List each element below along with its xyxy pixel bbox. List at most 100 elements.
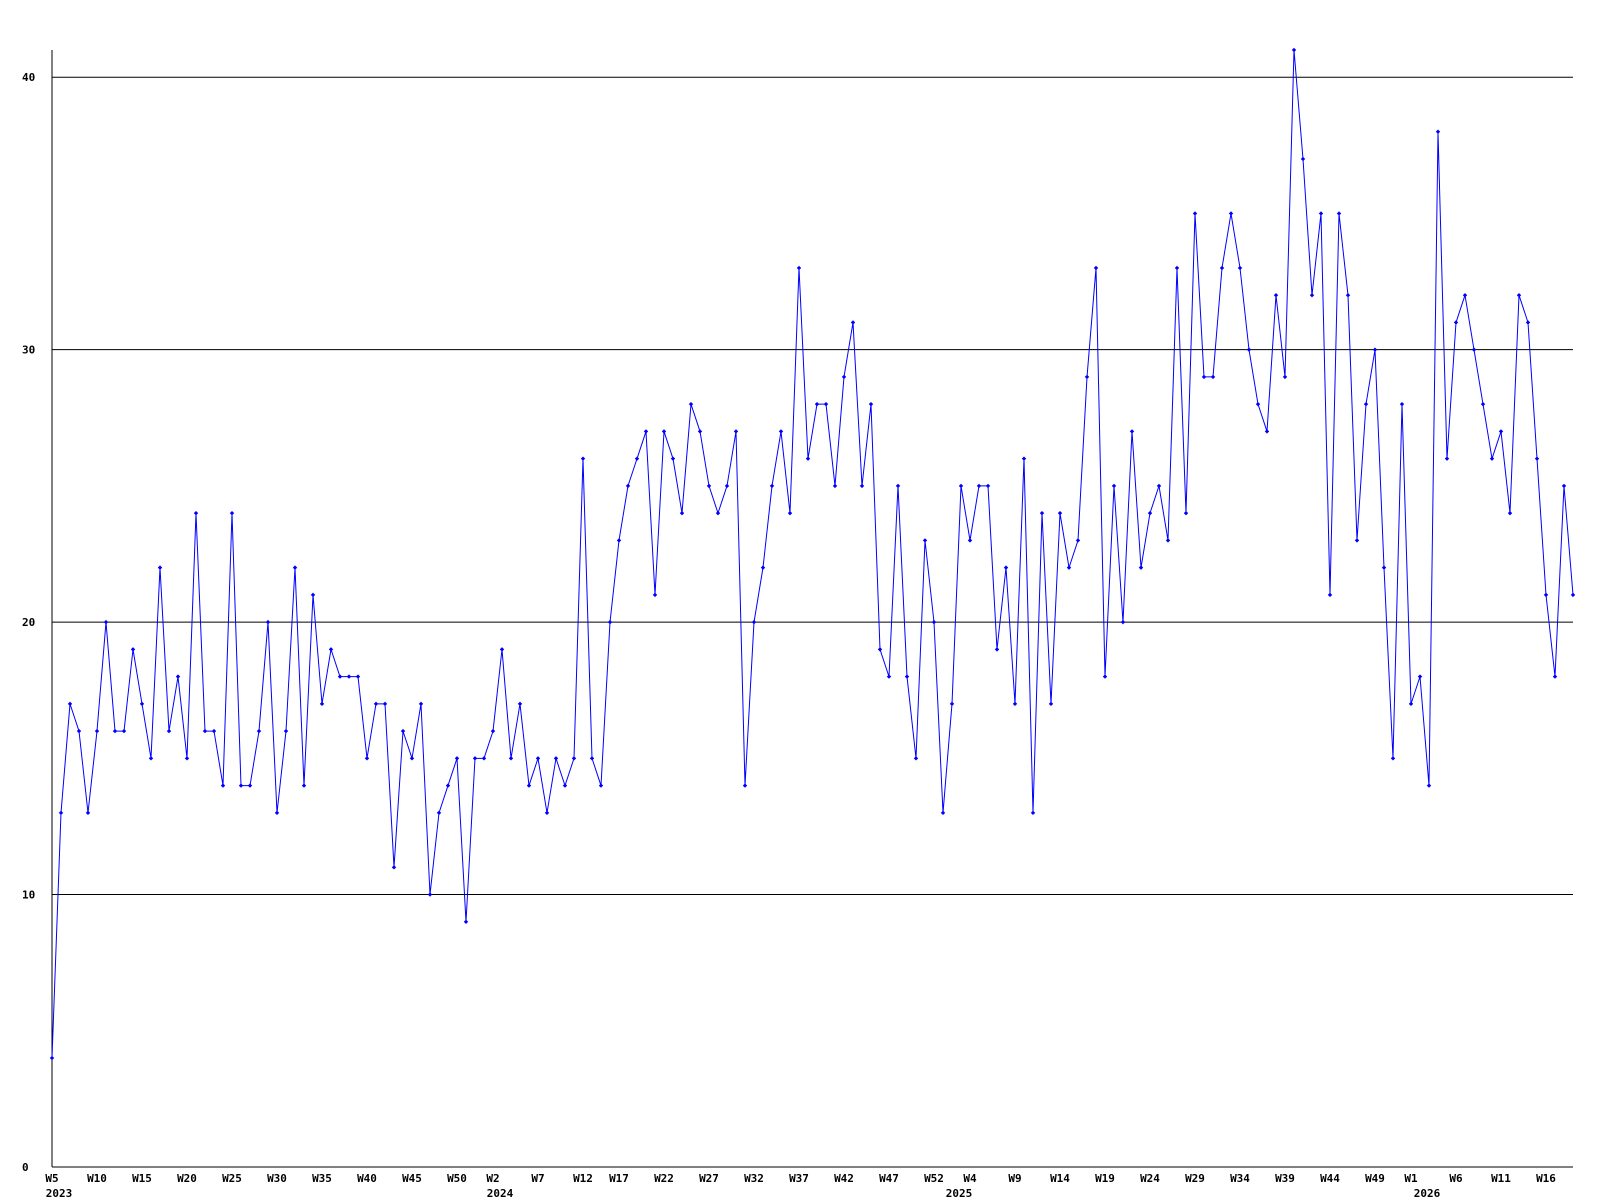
- x-tick-label: W2: [486, 1172, 499, 1185]
- data-point: [58, 810, 64, 816]
- x-tick-label: W15: [132, 1172, 152, 1185]
- y-tick-label: 30: [22, 344, 35, 357]
- data-point: [1372, 347, 1378, 352]
- x-tick-label: W37: [789, 1172, 809, 1185]
- data-point: [130, 647, 136, 652]
- data-point: [1057, 510, 1063, 516]
- data-point: [76, 728, 82, 734]
- data-point: [976, 483, 982, 489]
- data-point: [859, 483, 865, 489]
- data-point: [328, 647, 334, 652]
- data-point: [643, 429, 649, 434]
- data-point: [733, 429, 739, 434]
- data-point: [805, 456, 811, 461]
- data-point: [994, 647, 1000, 652]
- x-tick-label: W39: [1275, 1172, 1295, 1185]
- data-point: [436, 810, 442, 816]
- data-point: [823, 401, 829, 407]
- data-point: [1399, 401, 1405, 407]
- data-point: [337, 674, 343, 679]
- data-point: [490, 728, 496, 734]
- data-point: [1165, 538, 1171, 543]
- x-tick-label: W14: [1050, 1172, 1070, 1185]
- data-point: [157, 565, 163, 570]
- data-point: [463, 919, 469, 925]
- data-point: [598, 783, 604, 788]
- x-tick-label: W35: [312, 1172, 332, 1185]
- data-point: [1525, 320, 1531, 325]
- x-tick-label: W7: [531, 1172, 544, 1185]
- x-tick-label: W50: [447, 1172, 467, 1185]
- data-point: [1039, 510, 1045, 516]
- x-tick-label: W52: [924, 1172, 944, 1185]
- data-point: [706, 483, 712, 489]
- data-point: [1003, 565, 1009, 570]
- x-tick-label: W9: [1008, 1172, 1021, 1185]
- data-point: [814, 401, 820, 407]
- y-tick-label: 10: [22, 889, 35, 902]
- data-point: [184, 756, 190, 761]
- data-point: [1156, 483, 1162, 489]
- x-tick-label: W10: [87, 1172, 107, 1185]
- data-point: [1273, 292, 1279, 298]
- data-point: [247, 783, 253, 788]
- data-point: [1138, 565, 1144, 570]
- data-point: [418, 701, 424, 707]
- data-point: [580, 456, 586, 461]
- data-point: [1381, 565, 1387, 570]
- data-point: [1291, 47, 1297, 53]
- data-point: [166, 728, 172, 734]
- data-point: [544, 810, 550, 816]
- data-point: [1093, 265, 1099, 271]
- data-point: [1147, 510, 1153, 516]
- data-point: [274, 810, 280, 816]
- year-label: 2024: [487, 1187, 514, 1200]
- data-point: [454, 756, 460, 761]
- year-label: 2025: [946, 1187, 973, 1200]
- data-point: [922, 538, 928, 543]
- data-point: [715, 510, 721, 516]
- data-point: [832, 483, 838, 489]
- data-point: [1507, 510, 1513, 516]
- data-point: [364, 756, 370, 761]
- data-point: [1417, 674, 1423, 679]
- data-point: [724, 483, 730, 489]
- x-tick-label: W45: [402, 1172, 422, 1185]
- data-point: [1246, 347, 1252, 352]
- data-point: [985, 483, 991, 489]
- data-point: [1021, 456, 1027, 461]
- data-point: [517, 701, 523, 707]
- data-point: [265, 619, 271, 625]
- data-point: [481, 756, 487, 761]
- data-point: [1480, 401, 1486, 407]
- data-point: [949, 701, 955, 707]
- data-point: [868, 401, 874, 407]
- data-point: [625, 483, 631, 489]
- data-point: [220, 783, 226, 788]
- data-point: [103, 619, 109, 625]
- data-point: [616, 538, 622, 543]
- data-point: [499, 647, 505, 652]
- x-tick-label: W20: [177, 1172, 197, 1185]
- x-tick-label: W40: [357, 1172, 377, 1185]
- data-point: [1012, 701, 1018, 707]
- data-point: [589, 756, 595, 761]
- x-tick-label: W30: [267, 1172, 287, 1185]
- data-point: [1129, 429, 1135, 434]
- data-point: [1453, 320, 1459, 325]
- data-point: [661, 429, 667, 434]
- data-point: [1237, 265, 1243, 271]
- y-tick-label: 40: [22, 71, 35, 84]
- data-point: [1462, 292, 1468, 298]
- data-point: [49, 1055, 55, 1061]
- data-point: [850, 320, 856, 325]
- data-point: [121, 728, 127, 734]
- data-point: [688, 401, 694, 407]
- data-point: [553, 756, 559, 761]
- data-point: [445, 783, 451, 788]
- data-point: [1408, 701, 1414, 707]
- x-tick-label: W11: [1491, 1172, 1511, 1185]
- data-point: [1516, 292, 1522, 298]
